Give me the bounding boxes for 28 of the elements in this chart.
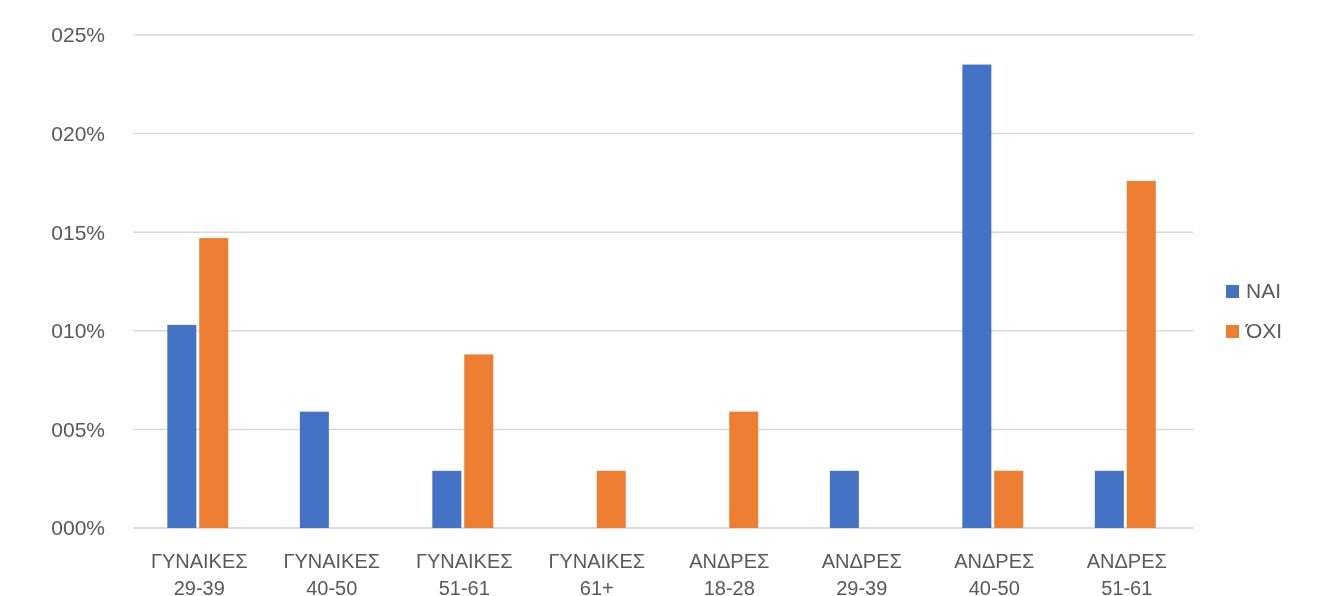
x-tick-label: ΓΥΝΑΙΚΕΣ 29-39 [150, 550, 248, 596]
y-tick-label: 020% [51, 121, 105, 145]
bar [729, 411, 759, 528]
y-tick-label: 015% [51, 220, 105, 244]
bar [994, 470, 1024, 528]
bar [829, 470, 859, 528]
bar [962, 64, 992, 528]
bar [1094, 470, 1124, 528]
x-tick-label: ΑΝΔΡΕΣ 40-50 [954, 550, 1035, 596]
bar [432, 470, 462, 528]
bar [1126, 180, 1156, 528]
x-tick-label: ΓΥΝΑΙΚΕΣ 51-61 [415, 550, 513, 596]
bar [299, 411, 329, 528]
bar [199, 238, 229, 528]
legend-label: ΌΧΙ [1245, 319, 1283, 343]
y-tick-label: 025% [51, 23, 105, 47]
y-tick-label: 010% [51, 319, 105, 343]
bar [167, 324, 197, 528]
y-tick-label: 000% [51, 516, 105, 540]
x-tick-label: ΓΥΝΑΙΚΕΣ 40-50 [283, 550, 381, 596]
x-tick-label: ΑΝΔΡΕΣ 51-61 [1086, 550, 1167, 596]
legend-label: ΝΑΙ [1246, 279, 1282, 303]
x-tick-label: ΑΝΔΡΕΣ 18-28 [689, 550, 770, 596]
x-tick-label: ΑΝΔΡΕΣ 29-39 [821, 550, 902, 596]
bar [464, 354, 494, 528]
y-tick-label: 005% [51, 417, 105, 441]
x-tick-label: ΓΥΝΑΙΚΕΣ 61+ [548, 550, 646, 596]
bar [596, 470, 626, 528]
